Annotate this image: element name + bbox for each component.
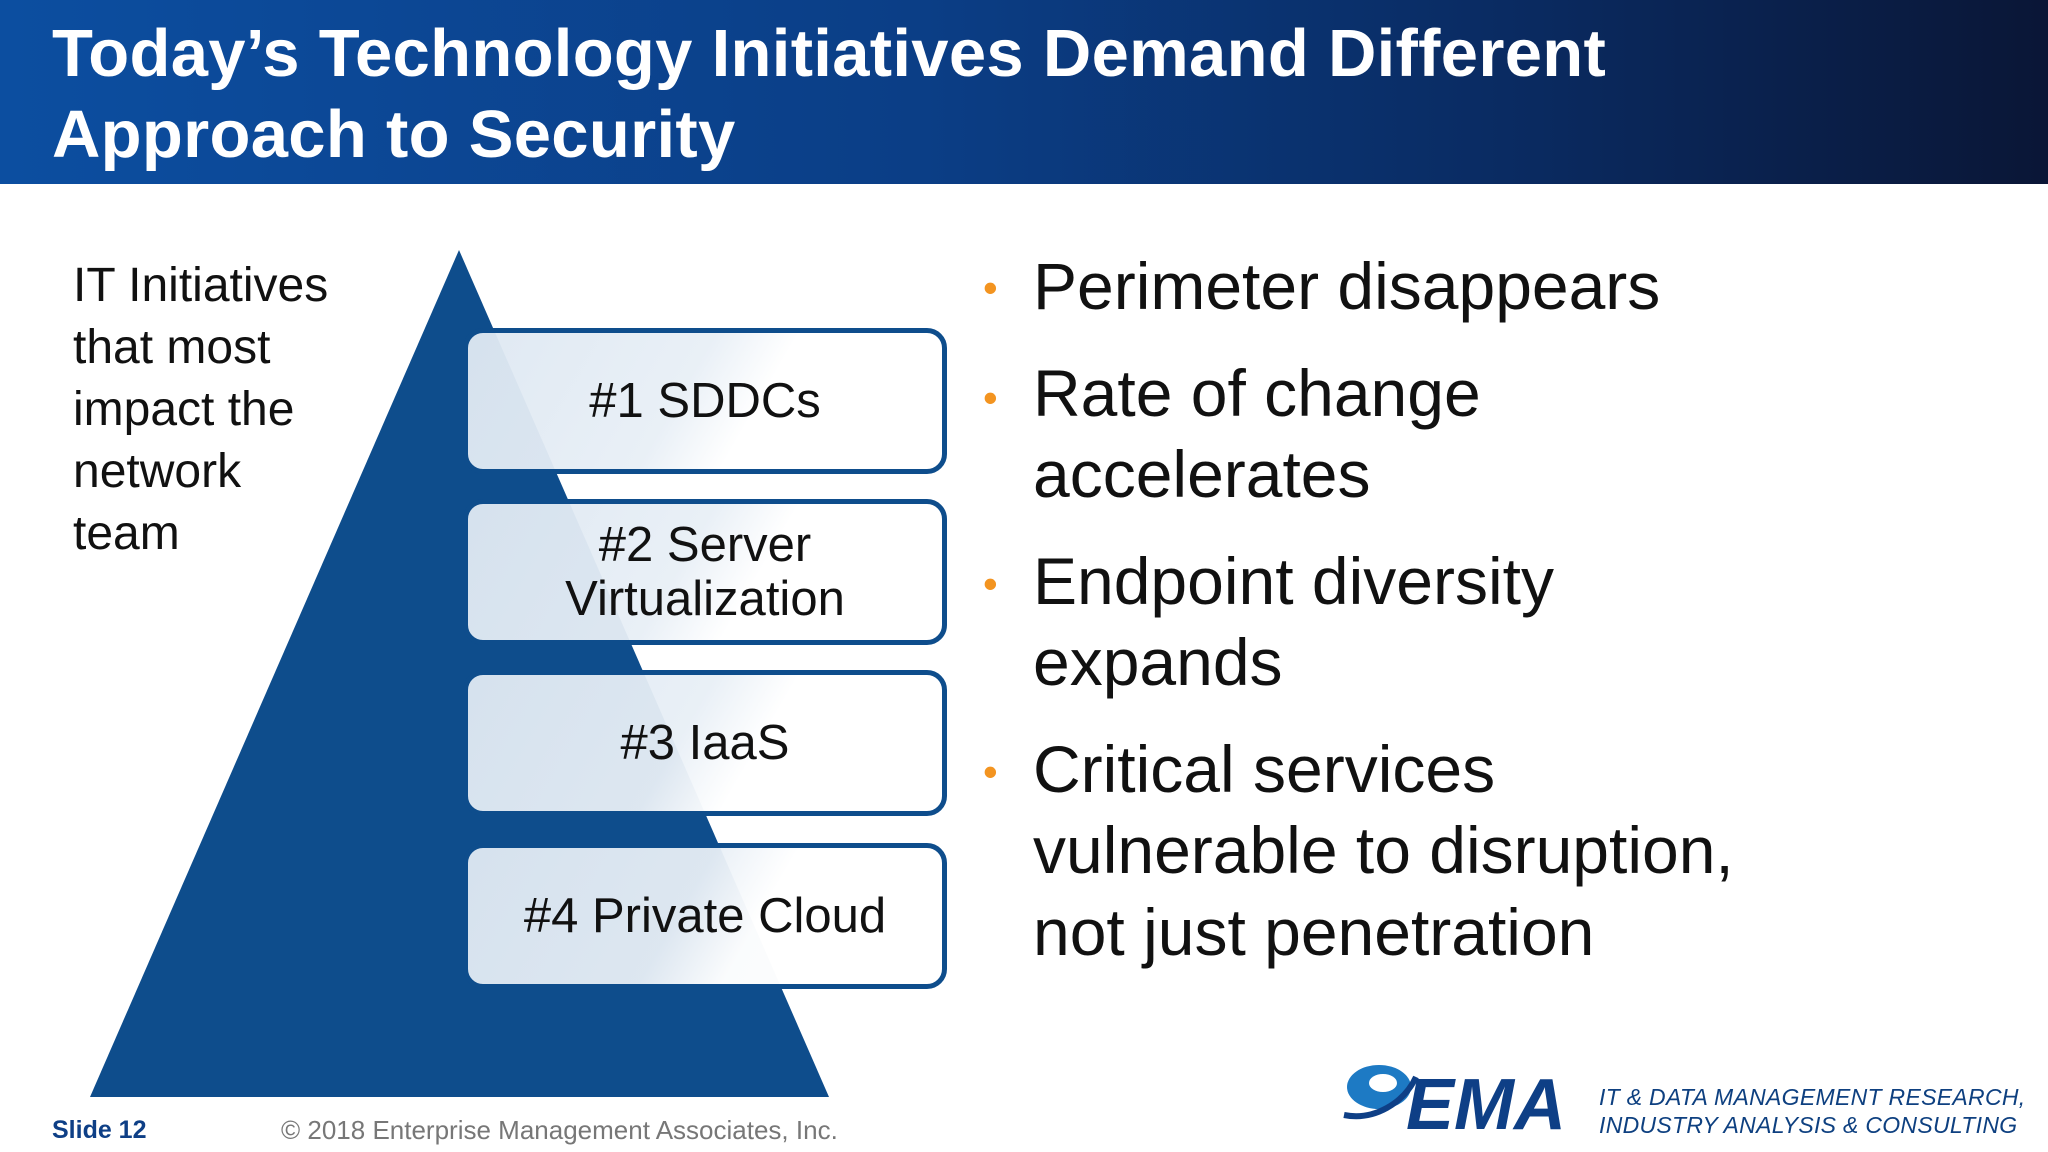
- orange-bullet-icon: •: [983, 374, 998, 421]
- orange-bullet-icon: •: [983, 560, 998, 607]
- bullet-2-line-1: Rate of change: [1033, 356, 1481, 430]
- slide-title-line-1: Today’s Technology Initiatives Demand Di…: [52, 16, 1607, 91]
- rank-1-label: #1 SDDCs: [589, 374, 821, 428]
- tagline-line-1: IT & DATA MANAGEMENT RESEARCH,: [1599, 1084, 2026, 1110]
- pyramid-label-line-1: IT Initiatives: [73, 259, 329, 312]
- bullet-2-line-2: accelerates: [1033, 437, 1371, 511]
- rank-box-2: #2 Server Virtualization: [463, 499, 947, 645]
- tagline-line-2: INDUSTRY ANALYSIS & CONSULTING: [1599, 1112, 2018, 1138]
- rank-box-4: #4 Private Cloud: [463, 843, 947, 989]
- bullet-4-line-3: not just penetration: [1033, 895, 1595, 969]
- bullet-3-line-2: expands: [1033, 625, 1283, 699]
- bullet-1-line-1: Perimeter disappears: [1033, 249, 1661, 323]
- rank-2-label-line-2: Virtualization: [565, 572, 845, 626]
- orange-bullet-icon: •: [983, 264, 998, 311]
- logo-text: EMA: [1406, 1065, 1566, 1139]
- pyramid-label-line-4: network: [73, 445, 242, 498]
- rank-2-label-line-1: #2 Server: [598, 518, 812, 572]
- bullet-4-line-2: vulnerable to disruption,: [1033, 813, 1734, 887]
- logo-swoosh-highlight: [1369, 1074, 1397, 1092]
- rank-4-label: #4 Private Cloud: [523, 889, 887, 943]
- slide-number: Slide 12: [52, 1116, 147, 1144]
- pyramid-label-line-5: team: [73, 507, 180, 560]
- logo-swoosh-arc: [1343, 1075, 1419, 1120]
- slide-title-line-2: Approach to Security: [52, 97, 736, 172]
- ema-logo-icon: EMA: [1343, 1065, 1566, 1139]
- rank-3-label: #3 IaaS: [620, 716, 790, 770]
- pyramid-label-line-3: impact the: [73, 383, 295, 436]
- title-bar: Today’s Technology Initiatives Demand Di…: [0, 0, 2048, 184]
- pyramid-label-line-2: that most: [73, 321, 271, 374]
- copyright-notice: © 2018 Enterprise Management Associates,…: [281, 1115, 838, 1145]
- rank-box-3: #3 IaaS: [463, 670, 947, 816]
- orange-bullet-icon: •: [983, 748, 998, 795]
- rank-box-1: #1 SDDCs: [463, 328, 947, 474]
- bullet-4-line-1: Critical services: [1033, 732, 1496, 806]
- bullet-3-line-1: Endpoint diversity: [1033, 544, 1554, 618]
